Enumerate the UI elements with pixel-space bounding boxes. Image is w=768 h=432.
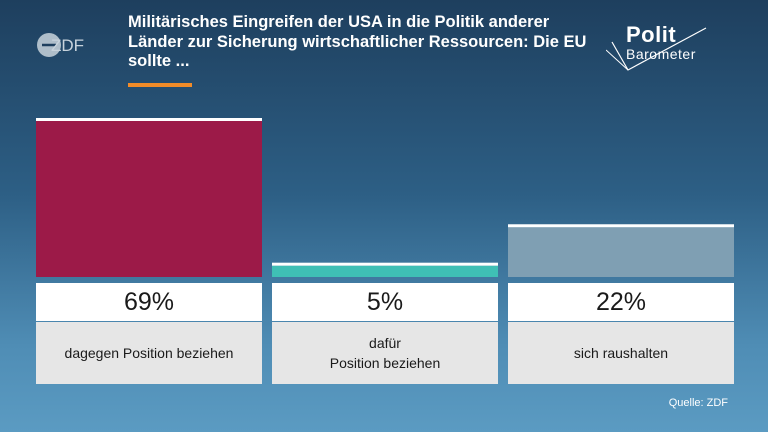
category-label-1: dagegen Position beziehen	[36, 322, 262, 384]
value-label-3: 22%	[508, 283, 734, 321]
bar-2	[272, 265, 498, 277]
category-label-2: dafür Position beziehen	[272, 322, 498, 384]
bar-1	[36, 121, 262, 277]
zdf-logo: ZDF	[37, 33, 84, 57]
check-mark-icon	[606, 27, 707, 71]
chart-title: Militärisches Eingreifen der USA in die …	[128, 13, 587, 70]
bar-3	[508, 227, 734, 277]
bar-top-line-1	[36, 118, 262, 121]
bar-top-line-3	[508, 224, 734, 228]
politbarometer-logo: Polit Barometer	[606, 20, 726, 74]
logo-word-polit: Polit	[626, 22, 677, 47]
category-label-3: sich raushalten	[508, 322, 734, 384]
title-accent-bar	[128, 83, 192, 87]
svg-text:ZDF: ZDF	[51, 36, 84, 55]
value-label-1: 69%	[36, 283, 262, 321]
source-note: Quelle: ZDF	[668, 397, 728, 409]
logo-word-barometer: Barometer	[626, 46, 696, 62]
bar-top-line-2	[272, 262, 498, 266]
value-label-2: 5%	[272, 283, 498, 321]
